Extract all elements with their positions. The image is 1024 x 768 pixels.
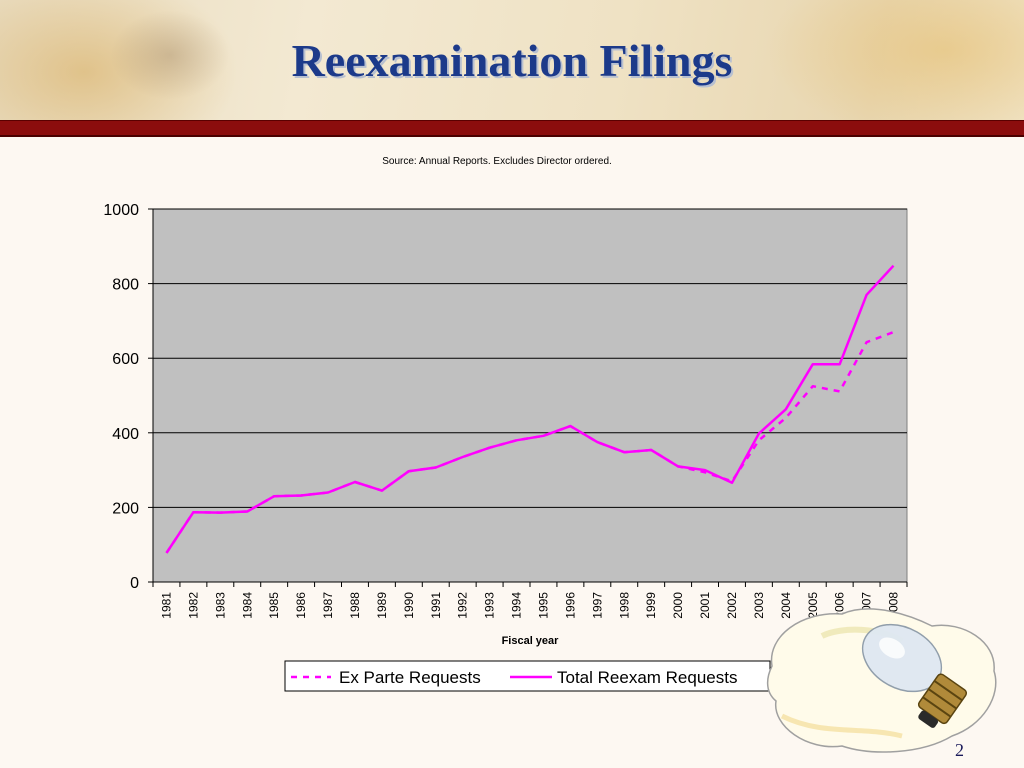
series-line-total — [165, 264, 895, 554]
x-tick-label: 1988 — [348, 592, 362, 619]
header-divider-bar — [0, 120, 1024, 137]
y-tick-label: 1000 — [103, 202, 139, 219]
slide-title: Reexamination Filings — [291, 35, 733, 86]
y-tick-label: 600 — [112, 351, 139, 368]
x-tick-label: 2005 — [806, 592, 820, 619]
x-tick-label: 1993 — [483, 592, 497, 619]
x-tick-label: 2004 — [779, 592, 793, 619]
header-decoration — [0, 0, 240, 120]
lightbulb-illustration — [762, 596, 1002, 756]
x-tick-label: 1999 — [644, 592, 658, 619]
x-tick-label: 1994 — [510, 592, 524, 619]
x-axis-label: Fiscal year — [502, 635, 560, 647]
x-tick-label: 1981 — [159, 592, 173, 619]
x-tick-label: 2003 — [752, 592, 766, 619]
plot-area — [152, 208, 908, 583]
header-decoration — [110, 10, 230, 100]
y-tick-label: 200 — [112, 500, 139, 517]
x-tick-label: 1996 — [563, 592, 577, 619]
x-tick-label: 1983 — [213, 592, 227, 619]
x-tick-label: 2006 — [833, 592, 847, 619]
y-tick-label: 400 — [112, 426, 139, 443]
x-tick-label: 2000 — [671, 592, 685, 619]
x-tick-label: 1991 — [429, 592, 443, 619]
slide-header: Reexamination Filings — [0, 0, 1024, 120]
x-tick-label: 1985 — [267, 592, 281, 619]
y-tick-label: 0 — [130, 575, 139, 592]
x-tick-label: 1995 — [536, 592, 550, 619]
gridlines — [153, 208, 907, 508]
x-tick-label: 2002 — [725, 592, 739, 619]
x-tick-label: 1987 — [321, 592, 335, 619]
x-tick-label: 1992 — [456, 592, 470, 619]
chart-title: Source: Annual Reports. Excludes Directo… — [382, 156, 612, 167]
series-lines — [165, 264, 895, 554]
y-tick-label: 800 — [112, 277, 139, 294]
x-tick-label: 2001 — [698, 592, 712, 619]
x-tick-label: 1989 — [375, 592, 389, 619]
x-tick-label: 1986 — [294, 592, 308, 619]
x-axis: 1981 1982 1983 1984 1985 1986 1987 1988 1989 1990… — [152, 581, 908, 619]
x-tick-label: 1982 — [186, 592, 200, 619]
x-tick-label: 1990 — [402, 592, 416, 619]
legend-label-ex-parte: Ex Parte Requests — [339, 668, 481, 687]
x-tick-label: 1997 — [590, 592, 604, 619]
x-tick-label: 1984 — [240, 592, 254, 619]
x-tick-label: 1998 — [617, 592, 631, 619]
y-axis: 0 200 400 600 800 1000 — [103, 202, 154, 592]
header-decoration — [764, 0, 1024, 120]
legend-label-total: Total Reexam Requests — [557, 668, 737, 687]
page-number: 2 — [955, 740, 964, 760]
legend: Ex Parte Requests Total Reexam Requests — [284, 660, 771, 692]
